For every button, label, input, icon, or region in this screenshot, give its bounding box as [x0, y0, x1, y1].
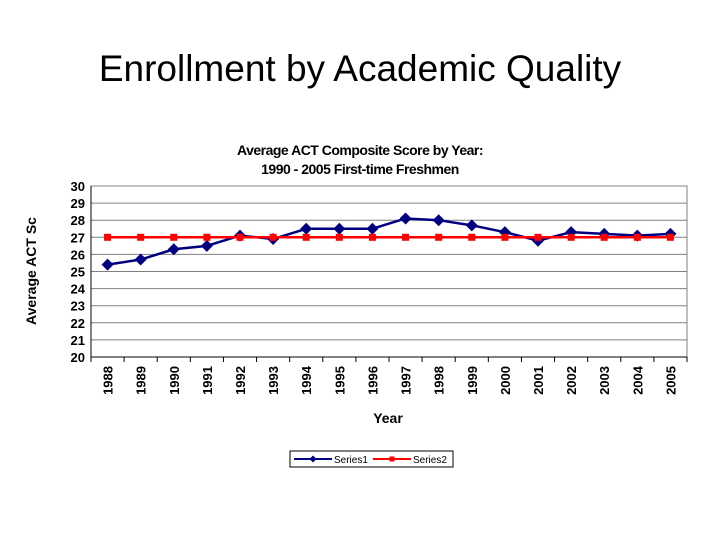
data-point-series2 — [104, 233, 112, 241]
y-tick-label: 26 — [71, 247, 85, 262]
x-tick-label: 1994 — [299, 365, 314, 395]
x-tick-label: 1993 — [266, 366, 281, 395]
x-tick-label: 1992 — [233, 366, 248, 395]
legend-label: Series1 — [334, 455, 368, 466]
data-point-series2 — [600, 233, 608, 241]
y-tick-label: 30 — [71, 179, 85, 194]
data-point-series1 — [399, 212, 412, 225]
data-point-series1 — [101, 258, 114, 271]
x-tick-label: 1988 — [101, 366, 116, 395]
legend-label: Series2 — [413, 455, 447, 466]
x-tick-label: 1999 — [465, 366, 480, 395]
legend-swatch-marker — [389, 456, 395, 462]
x-tick-label: 1996 — [365, 366, 380, 395]
data-point-series2 — [236, 233, 244, 241]
y-tick-label: 21 — [71, 333, 85, 348]
y-tick-label: 25 — [71, 265, 85, 280]
y-tick-label: 28 — [71, 213, 85, 228]
x-tick-label: 2002 — [564, 366, 579, 395]
x-tick-label: 2004 — [630, 365, 645, 395]
data-point-series1 — [366, 222, 379, 235]
y-tick-label: 20 — [71, 350, 85, 365]
data-point-series2 — [666, 233, 674, 241]
y-tick-label: 24 — [71, 282, 86, 297]
data-point-series2 — [170, 233, 178, 241]
legend-swatch-marker — [309, 455, 317, 463]
x-tick-label: 1991 — [200, 366, 215, 395]
data-point-series2 — [468, 233, 476, 241]
data-point-series1 — [465, 219, 478, 232]
y-tick-label: 29 — [71, 196, 85, 211]
x-tick-label: 1998 — [432, 366, 447, 395]
x-tick-label: 2003 — [597, 366, 612, 395]
data-point-series2 — [203, 233, 211, 241]
x-tick-label: 2001 — [531, 366, 546, 395]
data-point-series1 — [333, 222, 346, 235]
x-tick-label: 1989 — [134, 366, 149, 395]
data-point-series2 — [633, 233, 641, 241]
data-point-series2 — [137, 233, 145, 241]
data-point-series1 — [167, 243, 180, 256]
x-tick-label: 2005 — [663, 366, 678, 395]
data-point-series1 — [432, 214, 445, 227]
data-point-series2 — [402, 233, 410, 241]
data-point-series2 — [501, 233, 509, 241]
x-tick-label: 1997 — [399, 366, 414, 395]
data-point-series1 — [200, 239, 213, 252]
data-point-series1 — [300, 222, 313, 235]
data-point-series2 — [368, 233, 376, 241]
legend: Series1 Series2 — [289, 450, 454, 468]
chart-title: Average ACT Composite Score by Year: — [237, 142, 483, 158]
data-point-series2 — [269, 233, 277, 241]
x-tick-label: 1990 — [167, 366, 182, 395]
y-axis-label: Average ACT Sc — [23, 217, 39, 325]
y-tick-label: 23 — [71, 299, 85, 314]
data-point-series2 — [534, 233, 542, 241]
data-point-series1 — [134, 253, 147, 266]
data-point-series2 — [567, 233, 575, 241]
y-tick-label: 22 — [71, 316, 85, 331]
legend-box — [289, 450, 454, 468]
data-point-series2 — [302, 233, 310, 241]
data-point-series2 — [435, 233, 443, 241]
x-axis-label: Year — [373, 410, 403, 426]
x-tick-label: 1995 — [332, 366, 347, 395]
data-point-series2 — [335, 233, 343, 241]
y-tick-label: 27 — [71, 230, 85, 245]
plot-area: 20 21 22 23 24 25 26 27 28 29 30 1988 1989 1990 1991 19… — [71, 179, 688, 395]
slide-title: Enrollment by Academic Quality — [98, 48, 622, 89]
x-tick-label: 2000 — [498, 366, 513, 395]
chart-subtitle: 1990 - 2005 First-time Freshmen — [261, 161, 459, 177]
